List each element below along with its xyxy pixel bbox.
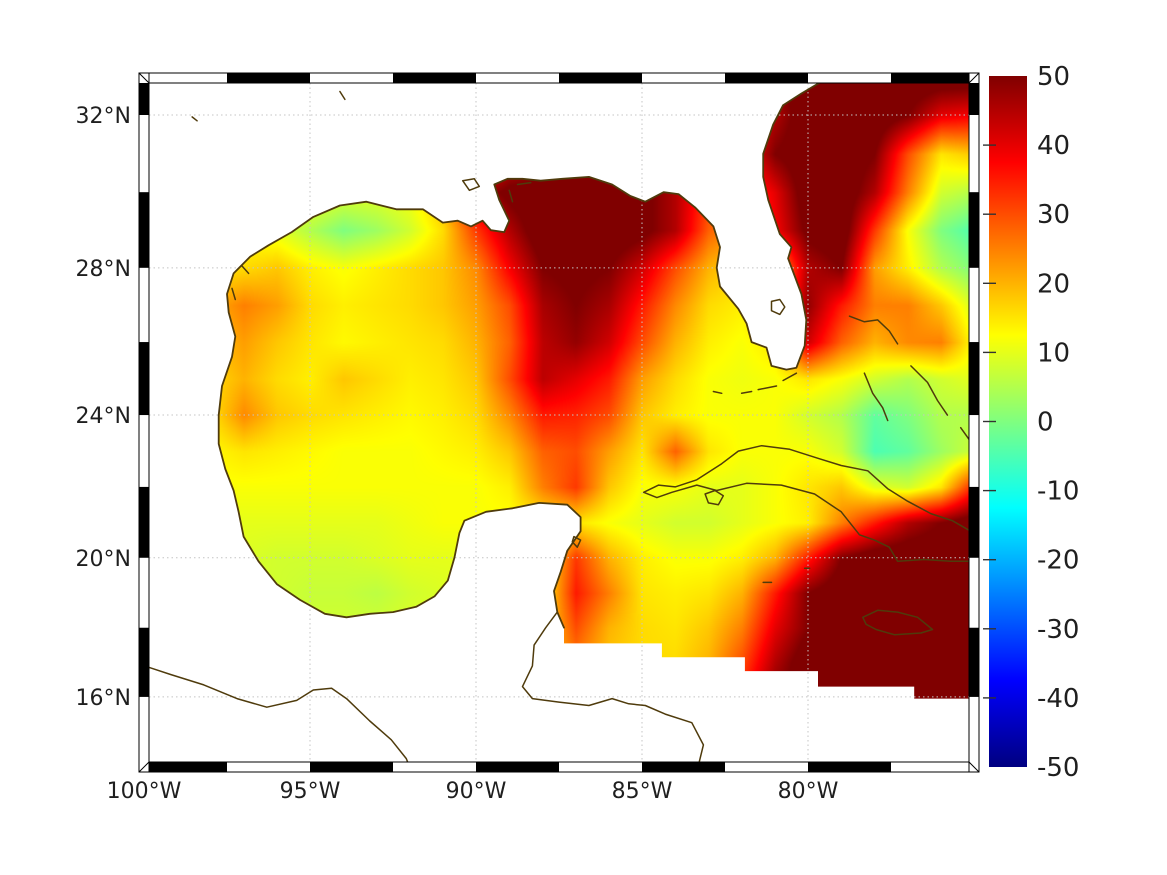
map-layers <box>149 83 969 762</box>
colorbar-tick-label: 30 <box>1037 200 1070 230</box>
lon-tick-label: 80°W <box>778 779 839 804</box>
lat-tick-label: 24°N <box>76 404 131 429</box>
coastline-segment <box>241 265 250 275</box>
fancy-frame <box>138 72 980 773</box>
colorbar-tick-label: 10 <box>1037 338 1070 368</box>
coastline-segment <box>959 426 969 441</box>
island-outline <box>571 535 582 548</box>
island-outline <box>642 444 969 563</box>
colorbar-tick-label: 0 <box>1037 408 1054 438</box>
lon-tick-label: 100°W <box>107 779 182 804</box>
gridlines <box>149 83 969 762</box>
lon-tick-labels: 100°W 95°W 90°W 85°W 80°W <box>107 779 839 804</box>
coastline-segment <box>521 611 705 762</box>
coastline-segment <box>848 315 899 345</box>
coastline-segment <box>782 372 798 382</box>
lat-tick-labels: 32°N 28°N 24°N 20°N 16°N <box>76 104 131 711</box>
coastline-segment <box>712 390 723 395</box>
gulf-coastline <box>217 83 821 629</box>
colorbar-tick-label: -20 <box>1037 546 1079 576</box>
lon-tick-label: 90°W <box>446 779 507 804</box>
coastline-segment <box>149 666 409 762</box>
colorbar-tick-label: 20 <box>1037 269 1070 299</box>
lat-tick-label: 16°N <box>76 686 131 711</box>
coastline-segment <box>508 189 514 203</box>
lat-tick-label: 32°N <box>76 104 131 129</box>
colorbar-tick-label: -10 <box>1037 477 1079 507</box>
island-outline <box>862 609 934 636</box>
land-mask <box>149 83 969 762</box>
colorbar-tick-label: -40 <box>1037 684 1079 714</box>
colorbar-tick-label: -30 <box>1037 615 1079 645</box>
coastline-segment <box>740 390 753 395</box>
colorbar-tick-label: 50 <box>1037 62 1070 92</box>
coastlines <box>149 83 969 762</box>
lon-tick-label: 85°W <box>612 779 673 804</box>
island-outline <box>770 298 786 316</box>
lat-tick-label: 28°N <box>76 257 131 282</box>
lat-tick-label: 20°N <box>76 547 131 572</box>
coastline-segment <box>339 90 346 101</box>
island-outline <box>704 489 725 506</box>
coastline-segment <box>910 365 949 416</box>
coastline-segment <box>516 181 532 186</box>
coastline-segment <box>863 372 889 422</box>
coastline-segment <box>231 287 237 301</box>
island-outline <box>461 178 481 192</box>
lon-tick-label: 95°W <box>280 779 341 804</box>
colorbar: 50 40 30 20 10 0 -10 -20 -30 -40 -50 <box>983 62 1079 783</box>
colorbar-tick-label: 40 <box>1037 131 1070 161</box>
colorbar-tick-label: -50 <box>1037 753 1079 783</box>
coastline-segment <box>191 116 198 122</box>
coastline-segment <box>757 385 778 391</box>
